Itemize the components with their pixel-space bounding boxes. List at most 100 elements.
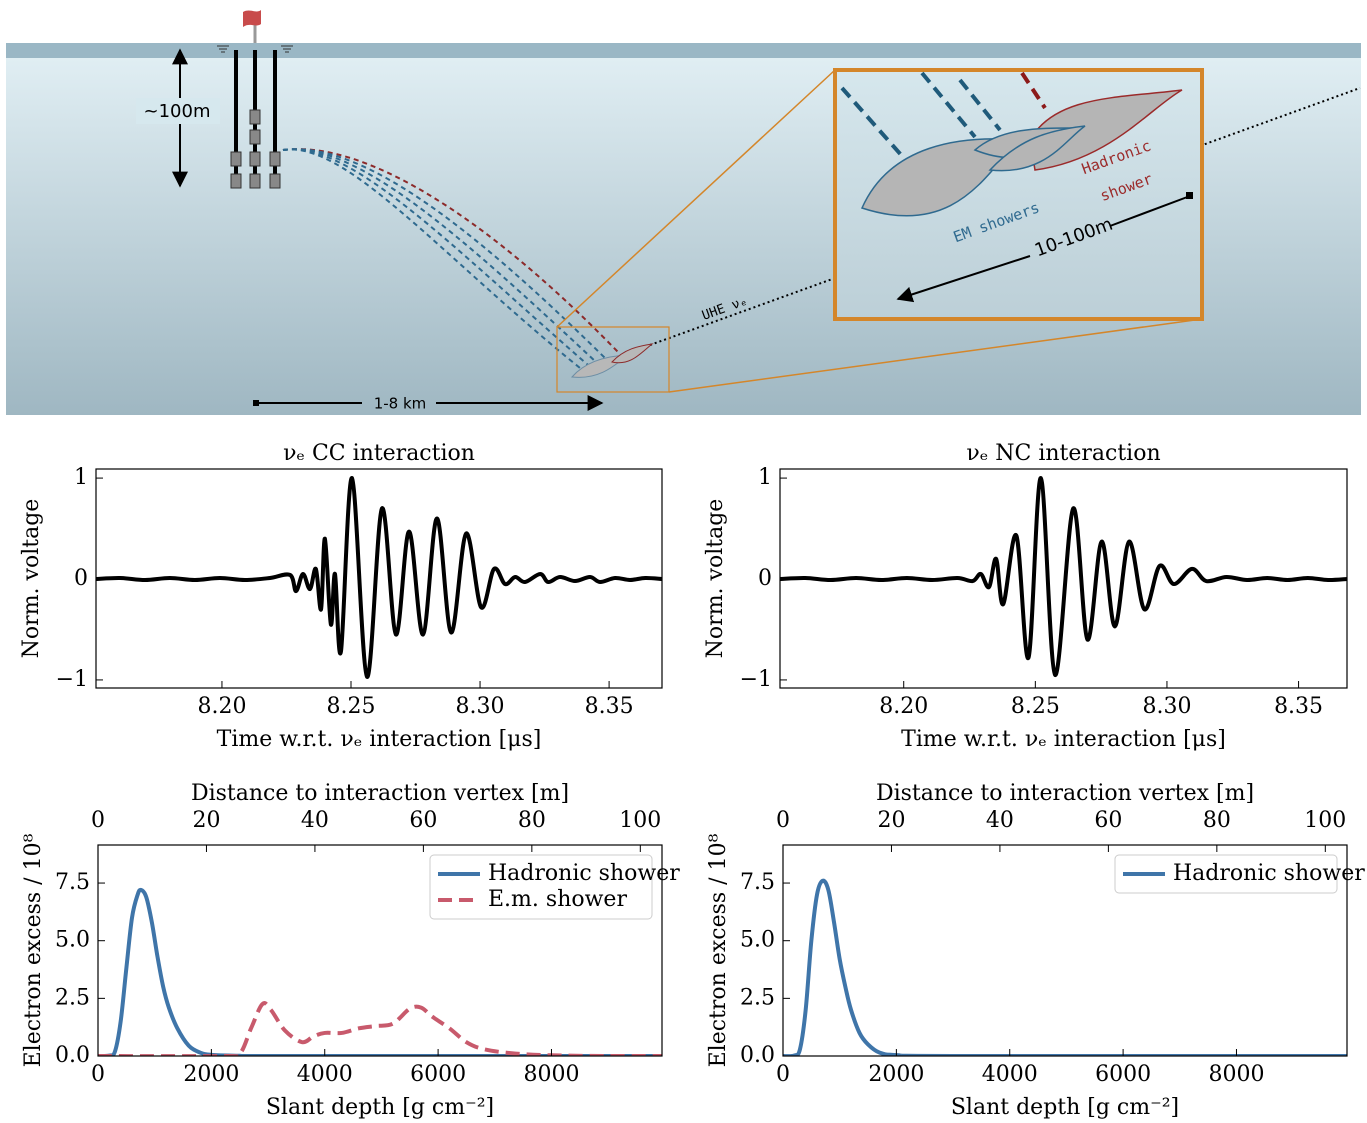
- x-tick-label: 0: [776, 1062, 790, 1087]
- x-axis-label: Time w.r.t. νₑ interaction [μs]: [901, 727, 1226, 752]
- x-tick-label: 4000: [982, 1062, 1038, 1087]
- inset-rays: [840, 71, 1047, 158]
- charts: 8.20 8.25 8.30 8.35 −1 0 1 νₑ CC interaction Tim…: [19, 441, 1365, 1120]
- x-tick-label: 8.30: [456, 694, 505, 719]
- x2-tick-label: 40: [986, 808, 1014, 833]
- series-line: [780, 476, 1347, 677]
- y-tick-label: 5.0: [740, 928, 775, 953]
- x2-axis-label: Distance to interaction vertex [m]: [876, 781, 1254, 806]
- legend-label: Hadronic shower: [488, 861, 680, 886]
- x2-tick-label: 100: [619, 808, 661, 833]
- y-tick-label: 5.0: [55, 928, 90, 953]
- y-tick-label: 7.5: [740, 870, 775, 895]
- y-axis-label: Electron excess / 10⁸: [706, 833, 731, 1067]
- x-tick-label: 6000: [410, 1062, 466, 1087]
- legend-box: [1114, 854, 1338, 894]
- ground-symbols: [217, 45, 293, 53]
- y-axis-label: Electron excess / 10⁸: [21, 833, 46, 1067]
- y-tick-label: 0: [758, 566, 772, 591]
- chart: 8.20 8.25 8.30 8.35 −1 0 1 νₑ NC interaction Tim…: [703, 441, 1348, 752]
- x-tick-label: 8.25: [327, 694, 376, 719]
- y-tick-label: 1: [758, 465, 772, 490]
- y-tick-label: 0.0: [55, 1043, 90, 1068]
- length-arrow: [1109, 195, 1191, 227]
- depth-label: ~100m: [144, 101, 211, 122]
- x-tick-label: 8.35: [1274, 694, 1323, 719]
- y-axis-label: Norm. voltage: [19, 499, 44, 659]
- x-tick-label: 2000: [183, 1062, 239, 1087]
- em-showers: [860, 125, 1086, 217]
- x-tick-label: 8000: [523, 1062, 579, 1087]
- plot-frame: [779, 468, 1348, 689]
- inset: Hadronic shower EM showers 10-100m: [833, 68, 1204, 321]
- x2-tick-label: 40: [301, 808, 329, 833]
- legend-label: Hadronic shower: [1173, 861, 1365, 886]
- legend: Hadronic shower: [1114, 854, 1365, 894]
- x2-tick-label: 0: [91, 808, 105, 833]
- x-tick-label: 8.20: [879, 694, 928, 719]
- x2-tick-label: 60: [1094, 808, 1122, 833]
- x-tick-label: 8.30: [1142, 694, 1191, 719]
- x2-tick-label: 80: [518, 808, 546, 833]
- x2-tick-label: 20: [877, 808, 905, 833]
- x2-axis-label: Distance to interaction vertex [m]: [191, 781, 569, 806]
- y-axis-label: Norm. voltage: [703, 499, 728, 659]
- diagram: ~100m UHE νₑ 1-8 km: [6, 10, 1361, 415]
- plot-frame: [782, 844, 1348, 1057]
- x-tick-label: 2000: [868, 1062, 924, 1087]
- ray-paths: [282, 148, 619, 369]
- y-tick-label: 0: [74, 566, 88, 591]
- x-axis-label: Time w.r.t. νₑ interaction [μs]: [217, 727, 542, 752]
- y-tick-label: 0.0: [740, 1043, 775, 1068]
- x2-tick-label: 0: [776, 808, 790, 833]
- y-tick-label: 2.5: [55, 985, 90, 1010]
- distance-arrow-end: [253, 400, 259, 406]
- plot-frame: [95, 468, 663, 689]
- legend-label: E.m. shower: [488, 887, 627, 912]
- x2-tick-label: 80: [1203, 808, 1231, 833]
- x-axis-label: Slant depth [g cm⁻²]: [266, 1095, 494, 1120]
- series-line: [96, 476, 662, 679]
- zoom-line: [668, 318, 1203, 393]
- chart: 8.20 8.25 8.30 8.35 −1 0 1 νₑ CC interaction Tim…: [19, 441, 663, 752]
- zoom-line: [556, 69, 836, 328]
- x-tick-label: 8.20: [197, 694, 246, 719]
- chart: 0 2000 4000 6000 8000 0.0 2.5 5.0 7.5 0 20 40 60 80 10…: [21, 781, 680, 1120]
- depth-label-bg: [136, 98, 220, 124]
- y-tick-label: −1: [740, 667, 772, 692]
- length-arrow: [896, 255, 1031, 303]
- chart-title: νₑ CC interaction: [283, 441, 475, 466]
- hadronic-shower: [1029, 89, 1183, 171]
- x2-tick-label: 60: [409, 808, 437, 833]
- series-line: [783, 878, 1347, 1056]
- x-tick-label: 6000: [1095, 1062, 1151, 1087]
- y-tick-label: 7.5: [55, 870, 90, 895]
- neutrino-track: [649, 87, 1361, 346]
- zoom-box: [556, 326, 670, 393]
- chart-title: νₑ NC interaction: [966, 441, 1160, 466]
- series-line: [98, 1001, 662, 1056]
- ice-surface: [6, 43, 1361, 58]
- y-tick-label: 1: [74, 465, 88, 490]
- x-tick-label: 8.35: [585, 694, 634, 719]
- x-tick-label: 8000: [1208, 1062, 1264, 1087]
- x-tick-label: 4000: [297, 1062, 353, 1087]
- distance-label: 1-8 km: [374, 395, 427, 413]
- y-tick-label: 2.5: [740, 985, 775, 1010]
- chart: 0 2000 4000 6000 8000 0.0 2.5 5.0 7.5 0 20 40 60 80 10…: [706, 781, 1365, 1120]
- x2-tick-label: 100: [1304, 808, 1346, 833]
- small-showers: [570, 343, 654, 378]
- x-axis-label: Slant depth [g cm⁻²]: [951, 1095, 1179, 1120]
- antennas: [230, 109, 281, 189]
- y-tick-label: −1: [56, 667, 88, 692]
- length-arrow-end: [1186, 192, 1193, 199]
- x2-tick-label: 20: [192, 808, 220, 833]
- x-tick-label: 0: [91, 1062, 105, 1087]
- legend-box: [429, 854, 653, 920]
- flag: [243, 10, 261, 27]
- x-tick-label: 8.25: [1011, 694, 1060, 719]
- plot-frame: [97, 844, 663, 1057]
